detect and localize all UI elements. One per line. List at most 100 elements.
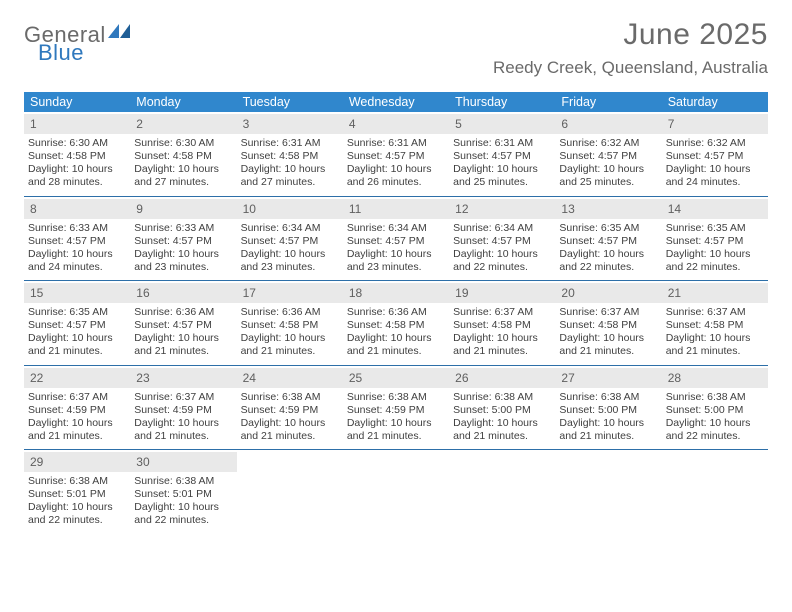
weekday-header: Thursday xyxy=(449,92,555,112)
sunset-line: Sunset: 4:59 PM xyxy=(347,404,445,417)
calendar-day-cell: 3Sunrise: 6:31 AMSunset: 4:58 PMDaylight… xyxy=(237,112,343,196)
calendar-day-cell: 27Sunrise: 6:38 AMSunset: 5:00 PMDayligh… xyxy=(555,366,661,450)
daylight-line: Daylight: 10 hours and 27 minutes. xyxy=(241,163,339,189)
day-number-band: 4 xyxy=(343,114,449,134)
sunrise-line: Sunrise: 6:37 AM xyxy=(453,306,551,319)
day-number: 28 xyxy=(668,371,681,385)
day-number: 27 xyxy=(561,371,574,385)
daylight-line: Daylight: 10 hours and 28 minutes. xyxy=(28,163,126,189)
daylight-line: Daylight: 10 hours and 22 minutes. xyxy=(134,501,232,527)
sunrise-line: Sunrise: 6:37 AM xyxy=(559,306,657,319)
calendar-day-cell: 15Sunrise: 6:35 AMSunset: 4:57 PMDayligh… xyxy=(24,281,130,365)
day-number: 18 xyxy=(349,286,362,300)
calendar-page: General Blue June 2025 Reedy Creek, Quee… xyxy=(0,0,792,552)
weekday-header: Sunday xyxy=(24,92,130,112)
day-number-band: 10 xyxy=(237,199,343,219)
sunrise-line: Sunrise: 6:36 AM xyxy=(134,306,232,319)
day-number: 17 xyxy=(243,286,256,300)
brand-text: General Blue xyxy=(24,24,130,64)
day-number-band: 14 xyxy=(662,199,768,219)
sunset-line: Sunset: 4:58 PM xyxy=(559,319,657,332)
day-number-band: 20 xyxy=(555,283,661,303)
day-number: 11 xyxy=(349,202,361,216)
sunrise-line: Sunrise: 6:37 AM xyxy=(28,391,126,404)
sunrise-line: Sunrise: 6:38 AM xyxy=(453,391,551,404)
daylight-line: Daylight: 10 hours and 22 minutes. xyxy=(666,417,764,443)
brand-sail-icon xyxy=(108,24,130,44)
daylight-line: Daylight: 10 hours and 21 minutes. xyxy=(666,332,764,358)
location-label: Reedy Creek, Queensland, Australia xyxy=(493,58,768,78)
calendar-empty-cell xyxy=(449,450,555,534)
day-number: 14 xyxy=(668,202,681,216)
day-number: 15 xyxy=(30,286,43,300)
calendar-body: 1Sunrise: 6:30 AMSunset: 4:58 PMDaylight… xyxy=(24,112,768,534)
daylight-line: Daylight: 10 hours and 21 minutes. xyxy=(28,417,126,443)
weekday-header: Tuesday xyxy=(237,92,343,112)
sunset-line: Sunset: 4:57 PM xyxy=(347,150,445,163)
day-number-band: 13 xyxy=(555,199,661,219)
day-number-band: 9 xyxy=(130,199,236,219)
day-number: 24 xyxy=(243,371,256,385)
daylight-line: Daylight: 10 hours and 27 minutes. xyxy=(134,163,232,189)
sunset-line: Sunset: 5:00 PM xyxy=(453,404,551,417)
sunrise-line: Sunrise: 6:33 AM xyxy=(28,222,126,235)
day-number: 16 xyxy=(136,286,149,300)
calendar-day-cell: 4 Sunrise: 6:31 AMSunset: 4:57 PMDaylight… xyxy=(343,112,449,196)
daylight-line: Daylight: 10 hours and 23 minutes. xyxy=(241,248,339,274)
day-number-band: 19 xyxy=(449,283,555,303)
sunrise-line: Sunrise: 6:38 AM xyxy=(559,391,657,404)
daylight-line: Daylight: 10 hours and 21 minutes. xyxy=(559,417,657,443)
day-number: 12 xyxy=(455,202,468,216)
calendar-day-cell: 13Sunrise: 6:35 AMSunset: 4:57 PMDayligh… xyxy=(555,197,661,281)
daylight-line: Daylight: 10 hours and 24 minutes. xyxy=(666,163,764,189)
calendar-day-cell: 7Sunrise: 6:32 AMSunset: 4:57 PMDaylight… xyxy=(662,112,768,196)
calendar-day-cell: 12Sunrise: 6:34 AMSunset: 4:57 PMDayligh… xyxy=(449,197,555,281)
weekday-header: Friday xyxy=(555,92,661,112)
day-number-band: 24 xyxy=(237,368,343,388)
calendar-day-cell: 19Sunrise: 6:37 AMSunset: 4:58 PMDayligh… xyxy=(449,281,555,365)
sunset-line: Sunset: 4:58 PM xyxy=(28,150,126,163)
daylight-line: Daylight: 10 hours and 25 minutes. xyxy=(453,163,551,189)
calendar-day-cell: 6Sunrise: 6:32 AMSunset: 4:57 PMDaylight… xyxy=(555,112,661,196)
daylight-line: Daylight: 10 hours and 21 minutes. xyxy=(453,417,551,443)
sunrise-line: Sunrise: 6:32 AM xyxy=(559,137,657,150)
brand-logo: General Blue xyxy=(24,18,130,64)
sunrise-line: Sunrise: 6:33 AM xyxy=(134,222,232,235)
day-number-band: 27 xyxy=(555,368,661,388)
day-number: 20 xyxy=(561,286,574,300)
sunrise-line: Sunrise: 6:36 AM xyxy=(347,306,445,319)
day-number-band: 2 xyxy=(130,114,236,134)
sunrise-line: Sunrise: 6:31 AM xyxy=(347,137,445,150)
calendar-day-cell: 21Sunrise: 6:37 AMSunset: 4:58 PMDayligh… xyxy=(662,281,768,365)
sunset-line: Sunset: 4:57 PM xyxy=(347,235,445,248)
daylight-line: Daylight: 10 hours and 21 minutes. xyxy=(241,417,339,443)
calendar-grid: SundayMondayTuesdayWednesdayThursdayFrid… xyxy=(24,92,768,534)
day-number-band: 28 xyxy=(662,368,768,388)
calendar-day-cell: 30Sunrise: 6:38 AMSunset: 5:01 PMDayligh… xyxy=(130,450,236,534)
calendar-day-cell: 5Sunrise: 6:31 AMSunset: 4:57 PMDaylight… xyxy=(449,112,555,196)
day-number-band: 5 xyxy=(449,114,555,134)
month-title: June 2025 xyxy=(493,18,768,52)
sunrise-line: Sunrise: 6:30 AM xyxy=(134,137,232,150)
calendar-week-row: 29Sunrise: 6:38 AMSunset: 5:01 PMDayligh… xyxy=(24,450,768,534)
daylight-line: Daylight: 10 hours and 26 minutes. xyxy=(347,163,445,189)
calendar-day-cell: 2Sunrise: 6:30 AMSunset: 4:58 PMDaylight… xyxy=(130,112,236,196)
sunrise-line: Sunrise: 6:34 AM xyxy=(453,222,551,235)
calendar-day-cell: 25Sunrise: 6:38 AMSunset: 4:59 PMDayligh… xyxy=(343,366,449,450)
day-number: 3 xyxy=(243,117,250,131)
sunset-line: Sunset: 4:57 PM xyxy=(666,235,764,248)
sunset-line: Sunset: 4:58 PM xyxy=(453,319,551,332)
calendar-day-cell: 17Sunrise: 6:36 AMSunset: 4:58 PMDayligh… xyxy=(237,281,343,365)
sunrise-line: Sunrise: 6:34 AM xyxy=(347,222,445,235)
sunset-line: Sunset: 4:58 PM xyxy=(241,319,339,332)
weekday-header: Wednesday xyxy=(343,92,449,112)
calendar-header-row: SundayMondayTuesdayWednesdayThursdayFrid… xyxy=(24,92,768,112)
daylight-line: Daylight: 10 hours and 21 minutes. xyxy=(347,417,445,443)
day-number-band: 21 xyxy=(662,283,768,303)
calendar-week-row: 8Sunrise: 6:33 AMSunset: 4:57 PMDaylight… xyxy=(24,197,768,282)
day-number: 29 xyxy=(30,455,43,469)
sunset-line: Sunset: 4:58 PM xyxy=(241,150,339,163)
sunset-line: Sunset: 4:57 PM xyxy=(28,235,126,248)
sunset-line: Sunset: 5:01 PM xyxy=(28,488,126,501)
calendar-empty-cell xyxy=(662,450,768,534)
